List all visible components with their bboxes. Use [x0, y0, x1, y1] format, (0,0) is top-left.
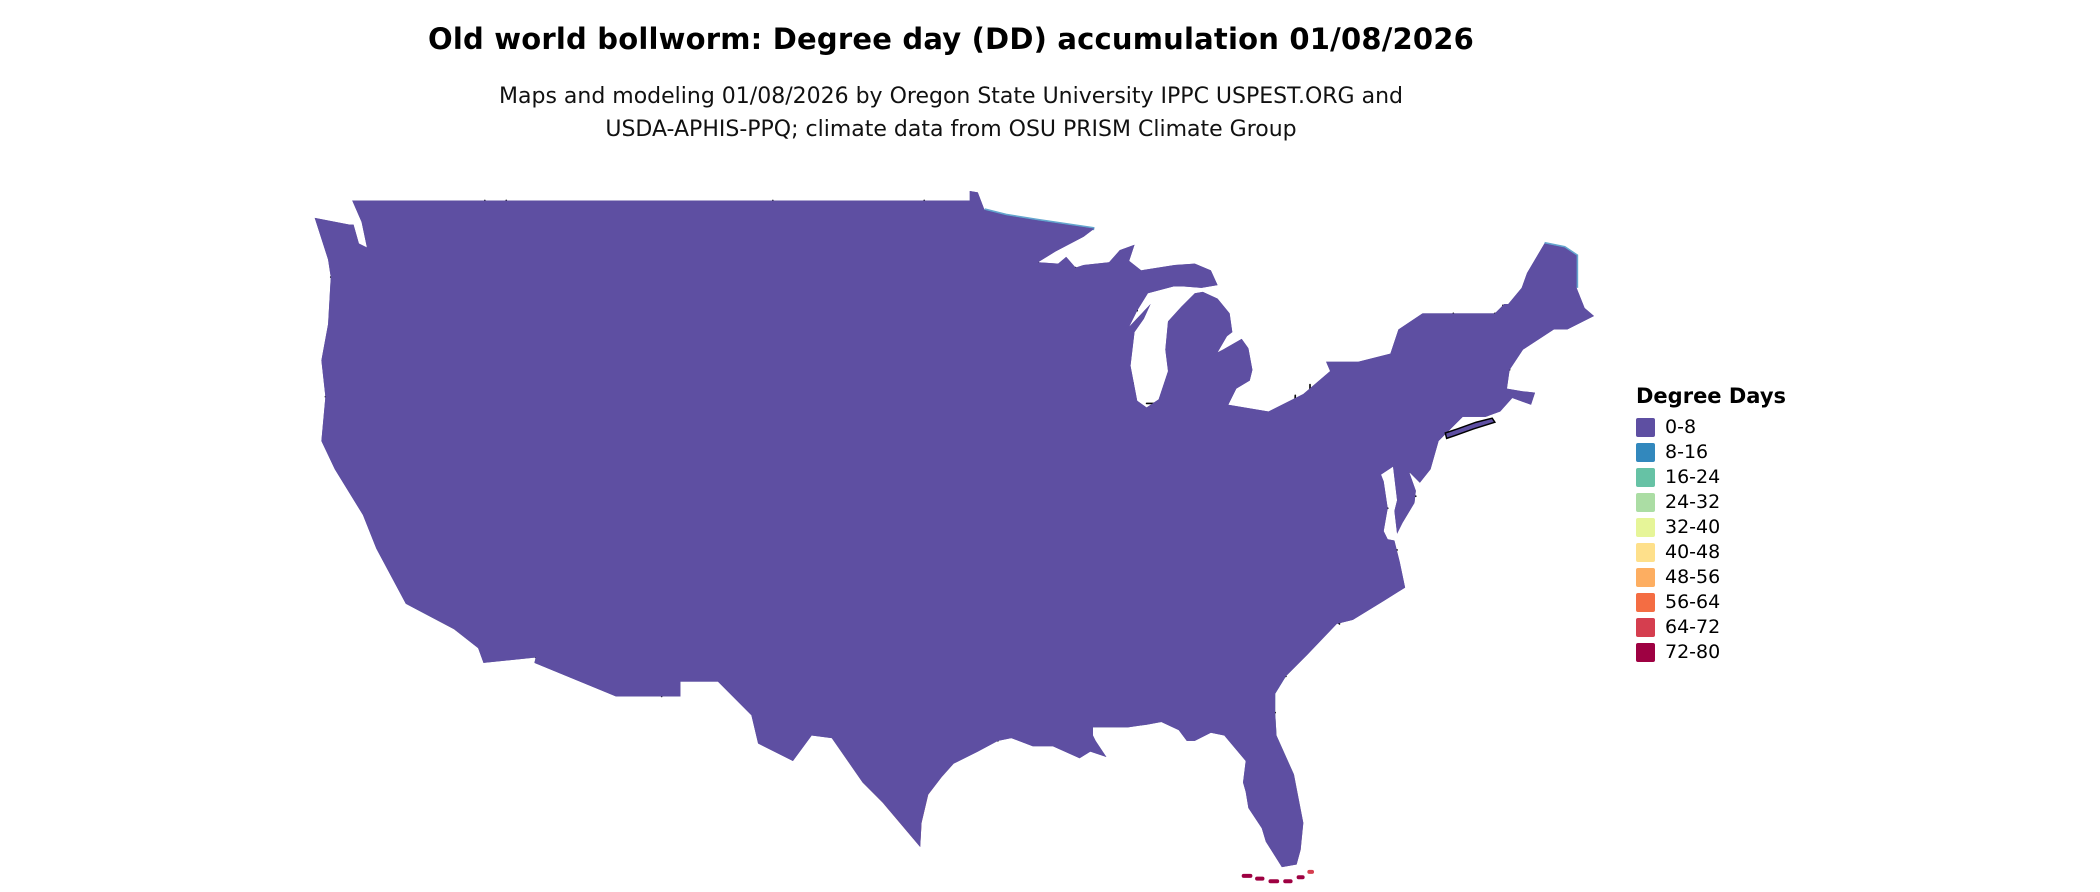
legend-label: 8-16	[1665, 441, 1709, 463]
legend-entry: 0-8	[1636, 418, 1786, 437]
legend-entry: 72-80	[1636, 643, 1786, 662]
legend-label: 0-8	[1665, 416, 1697, 438]
legend-label: 48-56	[1665, 566, 1721, 588]
legend-swatch-72-80	[1636, 643, 1655, 662]
legend-label: 16-24	[1665, 466, 1721, 488]
legend-label: 24-32	[1665, 491, 1721, 513]
florida-keys	[1241, 869, 1315, 884]
subtitle-line-1: Maps and modeling 01/08/2026 by Oregon S…	[499, 84, 1403, 109]
legend-rows: 0-8 8-16 16-24 24-32 32-40 40-48	[1636, 418, 1786, 662]
us-outline-stroke	[313, 189, 1594, 869]
degree-days-legend: Degree Days 0-8 8-16 16-24 24-32 32-40	[1636, 384, 1786, 662]
us-map-svg	[313, 189, 1594, 884]
legend-entry: 64-72	[1636, 618, 1786, 637]
legend-entry: 24-32	[1636, 493, 1786, 512]
legend-label: 64-72	[1665, 616, 1721, 638]
legend-swatch-24-32	[1636, 493, 1655, 512]
legend-swatch-8-16	[1636, 443, 1655, 462]
legend-swatch-16-24	[1636, 468, 1655, 487]
us-degree-day-map	[308, 187, 1594, 886]
legend-swatch-0-8	[1636, 418, 1655, 437]
legend-label: 40-48	[1665, 541, 1721, 563]
legend-swatch-32-40	[1636, 518, 1655, 537]
map-subtitle: Maps and modeling 01/08/2026 by Oregon S…	[0, 80, 1902, 146]
legend-entry: 40-48	[1636, 543, 1786, 562]
legend-label: 32-40	[1665, 516, 1721, 538]
legend-title: Degree Days	[1636, 384, 1787, 408]
legend-swatch-48-56	[1636, 568, 1655, 587]
legend-label: 56-64	[1665, 591, 1721, 613]
legend-label: 72-80	[1665, 641, 1721, 663]
legend-swatch-56-64	[1636, 593, 1655, 612]
legend-entry: 48-56	[1636, 568, 1786, 587]
page-title: Old world bollworm: Degree day (DD) accu…	[427, 22, 1474, 56]
legend-entry: 8-16	[1636, 443, 1786, 462]
subtitle-line-2: USDA-APHIS-PPQ; climate data from OSU PR…	[605, 117, 1297, 142]
legend-entry: 56-64	[1636, 593, 1786, 612]
legend-entry: 32-40	[1636, 518, 1786, 537]
legend-swatch-64-72	[1636, 618, 1655, 637]
legend-swatch-40-48	[1636, 543, 1655, 562]
long-island	[1444, 417, 1497, 440]
legend-entry: 16-24	[1636, 468, 1786, 487]
